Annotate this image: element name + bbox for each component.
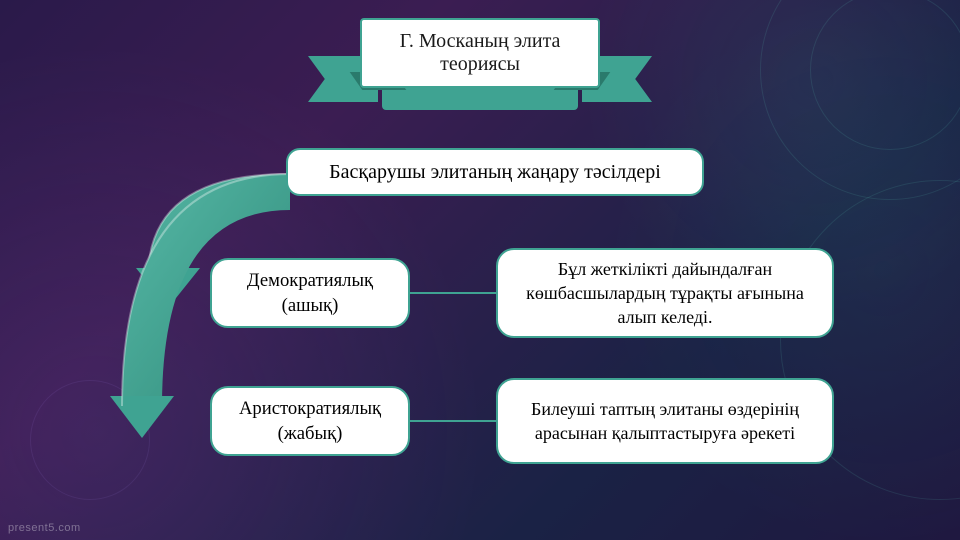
title-text: Г. Москаның элита теориясы [400,30,561,75]
watermark: present5.com [8,522,81,534]
title-box: Г. Москаның элита теориясы [360,18,600,88]
branch-desc-aristocratic: Билеуші таптың элитаны өздерінің арасына… [496,378,834,464]
title-ribbon: Г. Москаның элита теориясы [360,18,600,88]
branch-label-aristocratic: Аристократиялық (жабық) [210,386,410,456]
branch-desc-text: Бұл жеткілікті дайындалған көшбасшыларды… [512,257,818,330]
root-text: Басқарушы элитаның жаңару тәсілдері [329,159,661,186]
root-node: Басқарушы элитаның жаңару тәсілдері [286,148,704,196]
branch-label-democratic: Демократиялық (ашық) [210,258,410,328]
connector-line [410,292,496,294]
branch-desc-text: Билеуші таптың элитаны өздерінің арасына… [512,397,818,446]
diagram-stage: Г. Москаның элита теориясы [0,0,960,540]
branch-desc-democratic: Бұл жеткілікті дайындалған көшбасшыларды… [496,248,834,338]
branch-label-text: Демократиялық (ашық) [226,268,394,318]
connector-line [410,420,496,422]
branch-label-text: Аристократиялық (жабық) [226,396,394,446]
